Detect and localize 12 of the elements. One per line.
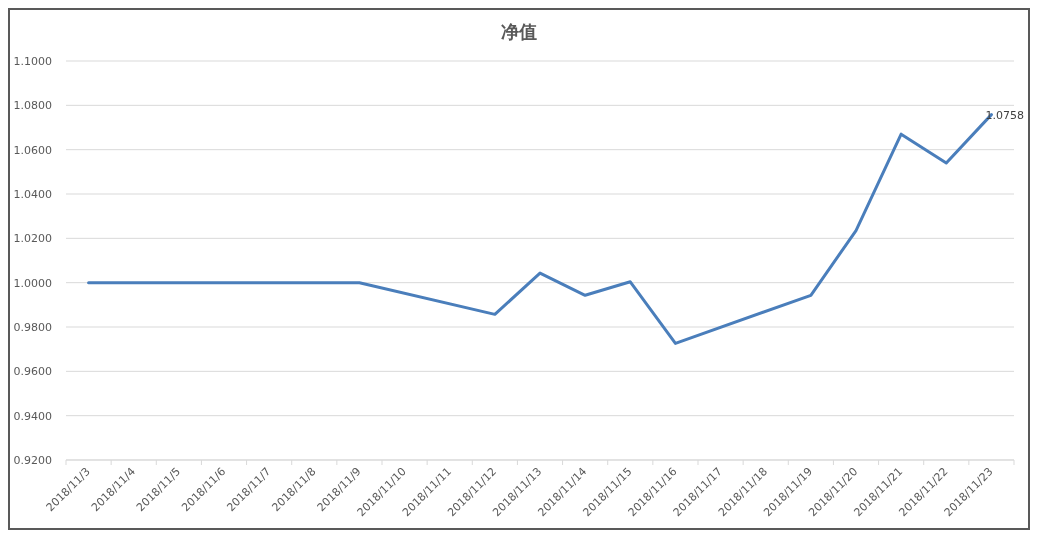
y-tick-label: 0.9800 <box>13 321 52 334</box>
chart-title: 净值 <box>501 21 537 42</box>
y-tick-label: 0.9400 <box>13 409 52 423</box>
y-tick-label: 1.1000 <box>13 55 52 68</box>
data-label: 1.0758 <box>985 108 1024 122</box>
y-tick-label: 1.0200 <box>13 232 52 246</box>
y-tick-label: 1.0600 <box>13 143 52 157</box>
y-tick-label: 0.9600 <box>13 365 52 379</box>
y-tick-label: 1.0400 <box>13 188 52 201</box>
y-tick-label: 1.0000 <box>13 276 52 290</box>
y-tick-label: 1.0800 <box>13 99 52 113</box>
y-tick-label: 0.9200 <box>13 454 52 467</box>
